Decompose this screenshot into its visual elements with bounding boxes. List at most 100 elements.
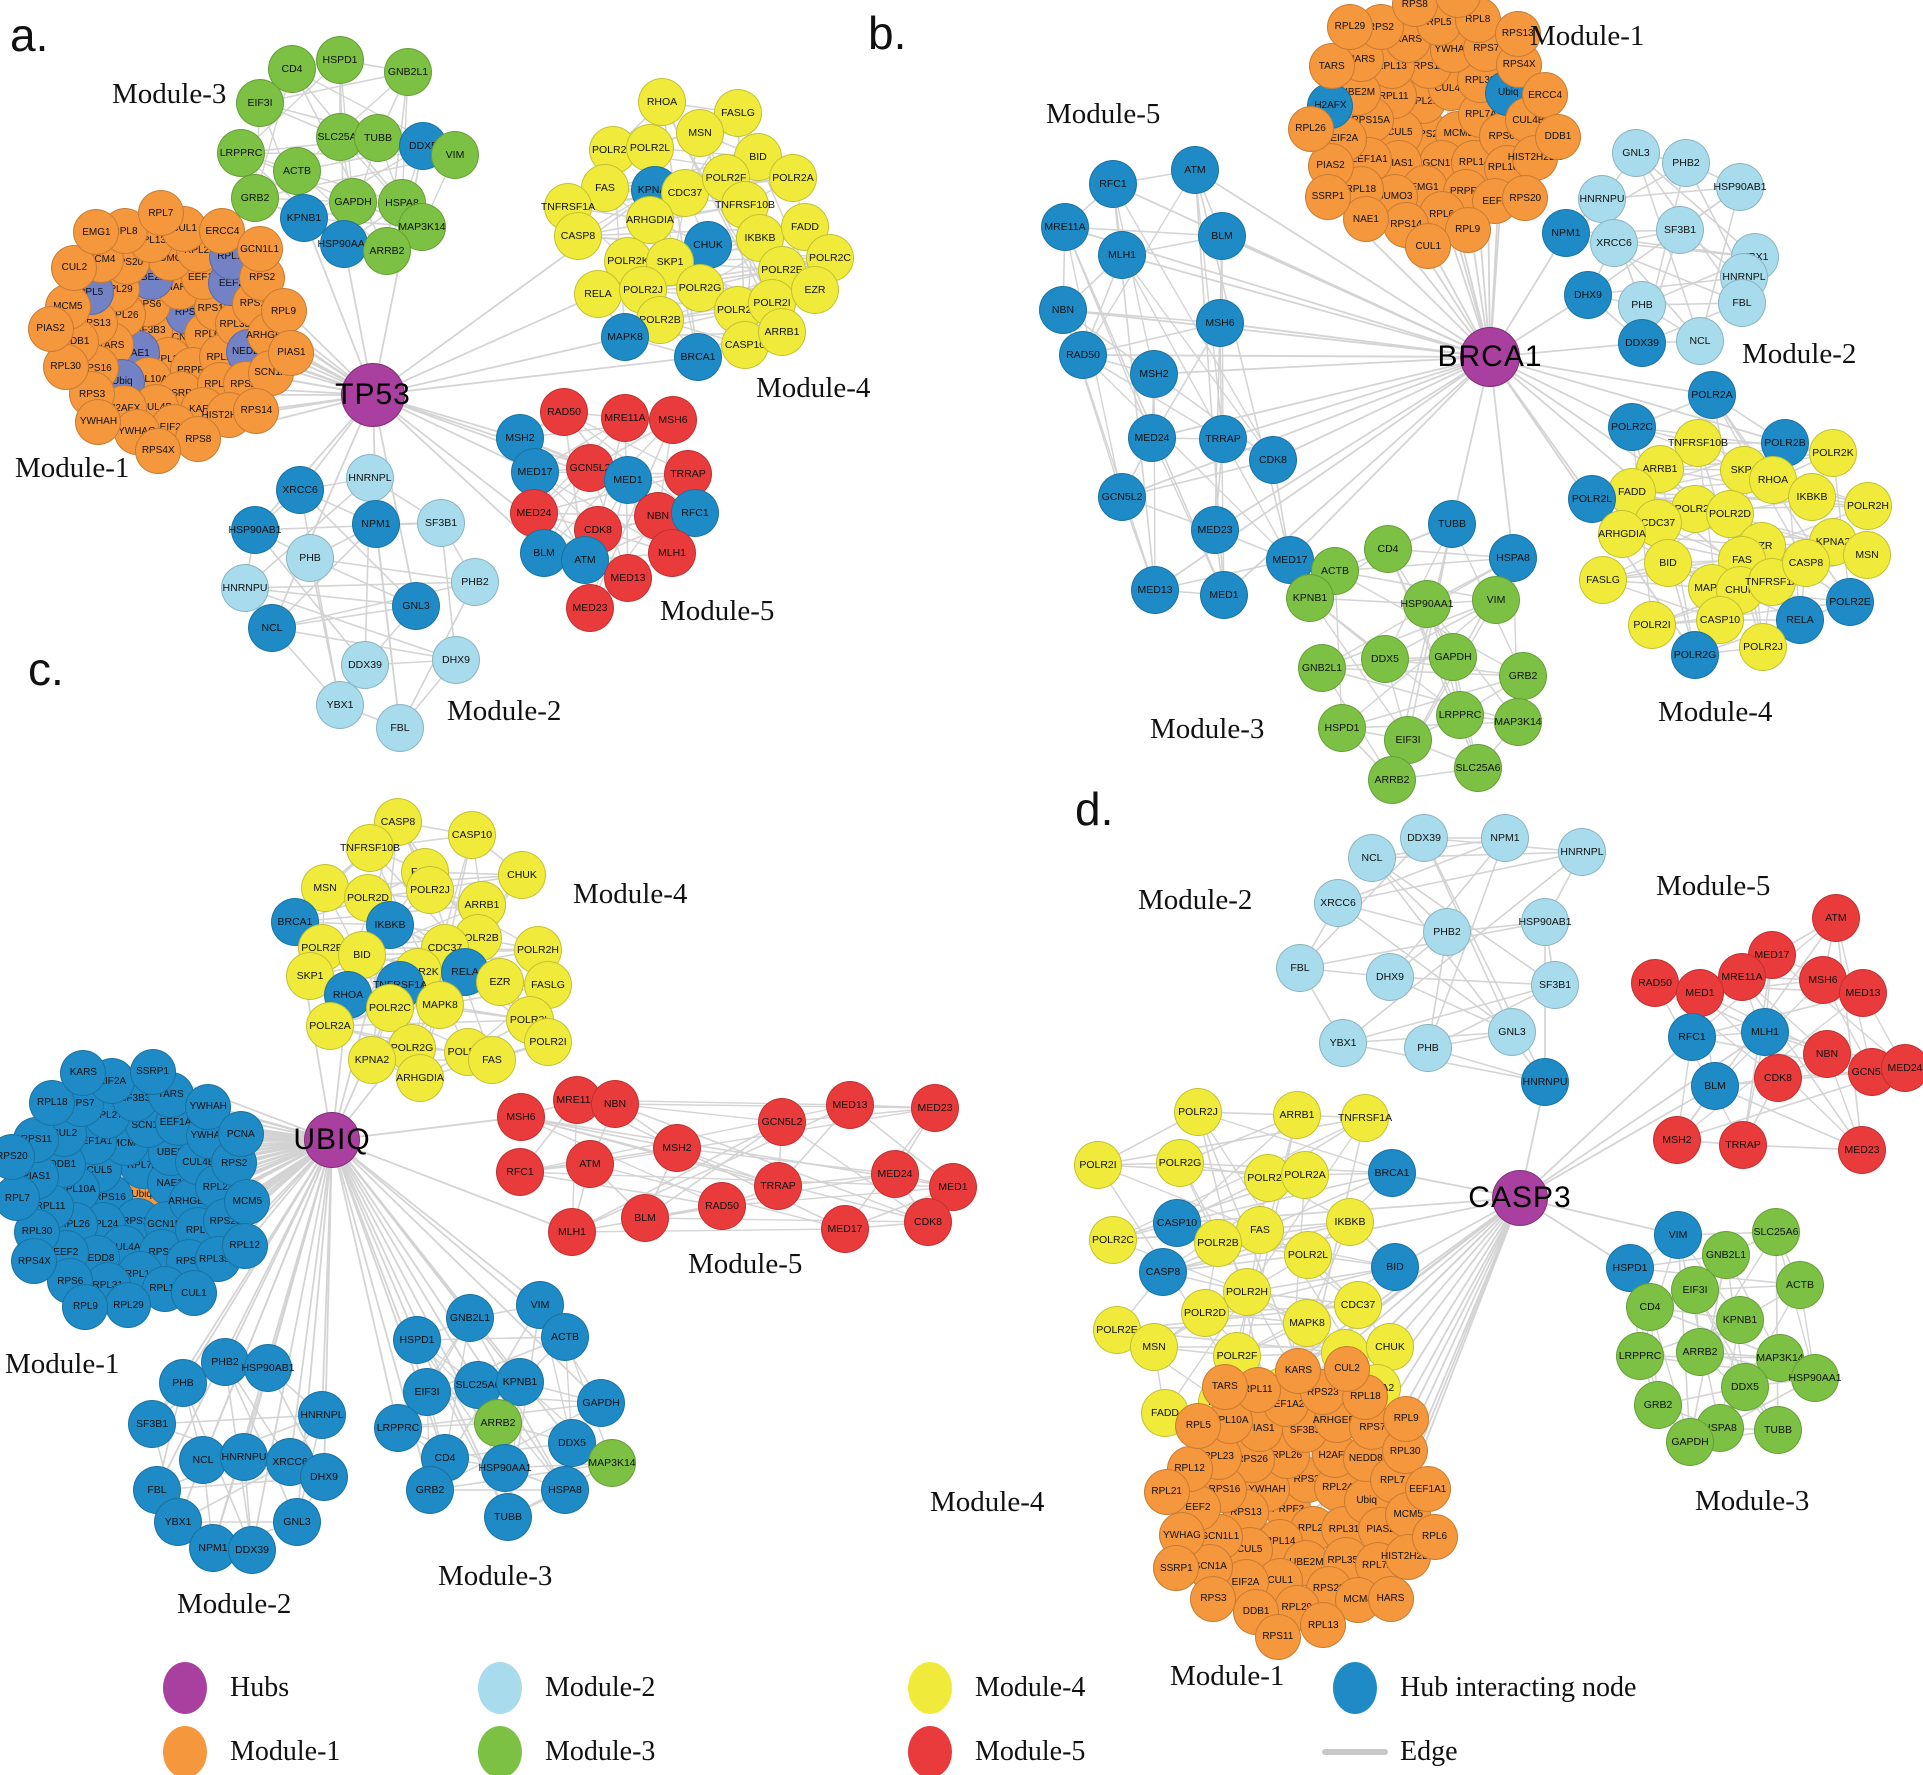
edge	[331, 1139, 541, 1306]
node-RAD50: RAD50	[1631, 959, 1679, 1007]
node-MSN: MSN	[1843, 531, 1891, 579]
node-GNL3: GNL3	[392, 582, 440, 630]
node-GRB2-label: GRB2	[1508, 670, 1538, 682]
module-label-b-m2-label: Module-2	[1742, 338, 1857, 370]
node-SLC25A6-label: SLC25A6	[455, 1379, 501, 1391]
node-MCM5-label: MCM5	[232, 1196, 263, 1208]
panel-letter-label: d.	[1075, 783, 1114, 835]
node-RPS20-label: RPS20	[1509, 192, 1542, 204]
node-POLR2G-label: POLR2G	[1673, 649, 1717, 661]
node-POLR2K-label: POLR2K	[1812, 447, 1854, 459]
node-HSPD1-label: HSPD1	[322, 54, 358, 66]
node-SLC25A6-label: SLC25A6	[1455, 762, 1501, 774]
node-CASP8-label: CASP8	[380, 816, 416, 828]
node-ARHGDIA-label: ARHGDIA	[626, 214, 674, 226]
node-GAPDH-label: GAPDH	[582, 1397, 620, 1409]
node-CDC37-label: CDC37	[1640, 517, 1676, 529]
node-ACTB: ACTB	[1776, 1261, 1824, 1309]
node-YBX1: YBX1	[1319, 1019, 1367, 1067]
legend-label-hub-interacting-node-label: Hub interacting node	[1400, 1672, 1637, 1703]
node-POLR2I-label: POLR2I	[529, 1036, 567, 1048]
node-CD4-label: CD4	[434, 1452, 456, 1464]
node-HNRNPL: HNRNPL	[298, 1391, 346, 1439]
node-POLR2H-label: POLR2H	[516, 944, 559, 956]
hub-label-TP53-label: TP53	[335, 378, 411, 411]
node-ARHGDIA-label: ARHGDIA	[1598, 528, 1646, 540]
node-CDK8-label: CDK8	[1258, 454, 1287, 466]
node-ARRB2: ARRB2	[363, 227, 411, 275]
node-EEF2-label: EEF2	[1185, 1502, 1211, 1514]
node-HSP90AA1-label: HSP90AA1	[1788, 1372, 1842, 1384]
node-FBL-label: FBL	[390, 722, 410, 734]
node-RPS20-label: RPS20	[0, 1151, 28, 1163]
node-BID-label: BID	[749, 151, 767, 163]
node-POLR2A-label: POLR2A	[1284, 1169, 1326, 1181]
node-NCL-label: NCL	[261, 622, 283, 634]
node-RPL11-label: RPL11	[1378, 90, 1409, 102]
node-RPS11-label: RPS11	[1262, 1631, 1294, 1643]
node-NPM1-label: NPM1	[198, 1542, 228, 1554]
node-NCL: NCL	[1348, 834, 1396, 882]
legend-label-module-4-label: Module-4	[975, 1672, 1086, 1703]
node-BID-label: BID	[1659, 557, 1677, 569]
node-MLH1: MLH1	[548, 1208, 596, 1256]
node-GAPDH: GAPDH	[1666, 1418, 1714, 1466]
node-XRCC6-label: XRCC6	[1596, 237, 1632, 249]
edge	[416, 1339, 506, 1469]
node-CDK8: CDK8	[1249, 436, 1297, 484]
node-HARS-label: HARS	[1376, 1593, 1405, 1605]
node-MAP3K14: MAP3K14	[588, 1439, 636, 1487]
node-HNRNPL: HNRNPL	[346, 454, 394, 502]
node-EIF3I: EIF3I	[1671, 1266, 1719, 1314]
node-DDX39-label: DDX39	[1407, 832, 1441, 844]
node-ARHGDIA-label: ARHGDIA	[396, 1072, 444, 1084]
node-RPS4X-label: RPS4X	[1502, 59, 1536, 71]
node-RFC1: RFC1	[1668, 1013, 1716, 1061]
node-HSP90AB1: HSP90AB1	[1518, 898, 1572, 946]
node-RPL6: RPL6	[1411, 1513, 1458, 1560]
node-SF3B1: SF3B1	[417, 499, 465, 547]
node-GNB2L1: GNB2L1	[1298, 644, 1346, 692]
node-NAE1-label: NAE1	[1352, 213, 1379, 225]
node-KPNA2: KPNA2	[348, 1036, 396, 1084]
node-ACTB-label: ACTB	[550, 1331, 579, 1343]
node-MSH2-label: MSH2	[662, 1142, 692, 1154]
module-label-d-m4: Module-4	[930, 1486, 1044, 1519]
hub-label-CASP3: CASP3	[1468, 1181, 1571, 1215]
module-label-a-m1: Module-1	[15, 452, 129, 485]
node-MSN-label: MSN	[1142, 1341, 1166, 1353]
module-label-c-m5-label: Module-5	[688, 1248, 803, 1280]
node-POLR2G: POLR2G	[1671, 631, 1719, 679]
node-HSP90AB1: HSP90AB1	[1713, 163, 1767, 211]
node-ATM-label: ATM	[579, 1158, 601, 1170]
node-ARRB1: ARRB1	[1273, 1091, 1321, 1139]
node-POLR2I: POLR2I	[1628, 601, 1676, 649]
edge	[1153, 356, 1491, 375]
node-XRCC6-label: XRCC6	[282, 484, 318, 496]
node-RPL7: RPL7	[137, 190, 184, 237]
node-PHB2-label: PHB2	[211, 1356, 239, 1368]
node-IKBKB-label: IKBKB	[1796, 491, 1828, 503]
edge	[1153, 373, 1156, 591]
node-HNRNPL-label: HNRNPL	[348, 472, 392, 484]
edge	[1121, 254, 1491, 358]
node-POLR2G-label: POLR2G	[678, 282, 722, 294]
node-CD4: CD4	[1626, 1283, 1674, 1331]
legend-label-module-2-label: Module-2	[545, 1672, 656, 1703]
node-GCN5L2: GCN5L2	[1098, 473, 1146, 521]
node-TRRAP-label: TRRAP	[1725, 1139, 1761, 1151]
node-HNRNPU: HNRNPU	[1578, 175, 1626, 223]
node-RELA: RELA	[574, 270, 622, 318]
node-EIF3I-label: EIF3I	[247, 97, 273, 109]
node-CDC37-label: CDC37	[1340, 1299, 1376, 1311]
node-HSP90AB1-label: HSP90AB1	[241, 1362, 295, 1374]
node-RAD50-label: RAD50	[705, 1200, 739, 1212]
edge	[1121, 356, 1491, 498]
node-GNB2L1-label: GNB2L1	[387, 66, 429, 78]
node-HSP90AA1: HSP90AA1	[317, 220, 371, 268]
node-HNRNPU-label: HNRNPU	[222, 582, 268, 594]
edge	[1389, 837, 1506, 978]
node-ACTB: ACTB	[273, 147, 321, 195]
node-CDK8-label: CDK8	[583, 524, 612, 536]
edge	[331, 1139, 399, 1429]
